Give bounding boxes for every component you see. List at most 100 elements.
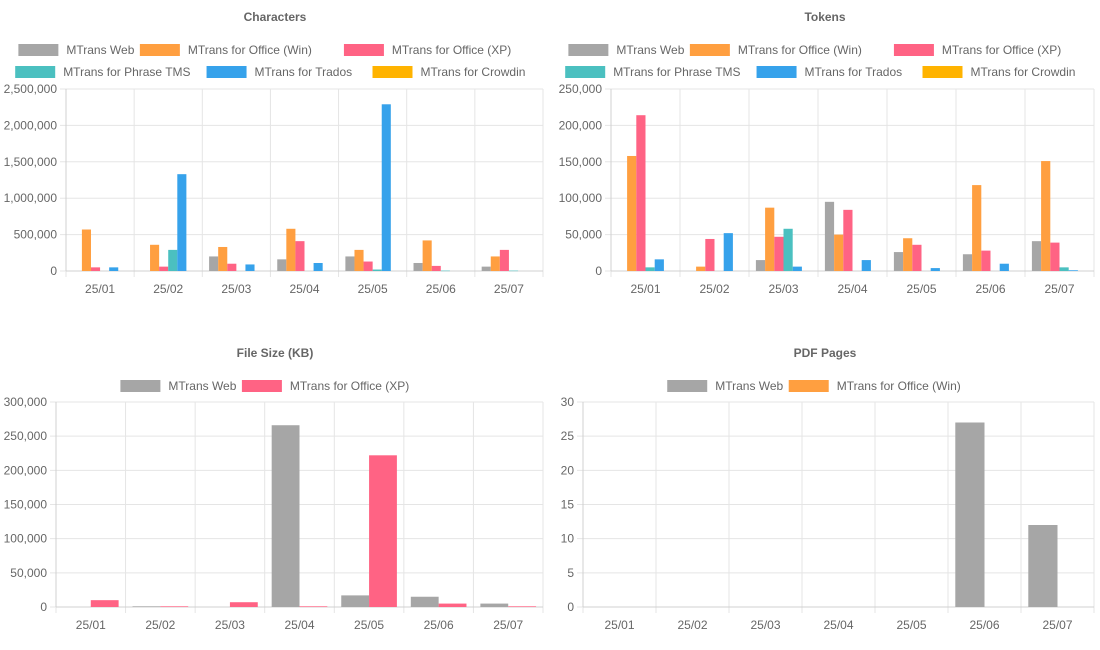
bar[interactable] (972, 185, 982, 271)
bar[interactable] (177, 174, 187, 271)
bar[interactable] (930, 268, 940, 271)
y-tick-label: 100,000 (4, 532, 48, 546)
legend-item[interactable]: MTrans for Office (XP) (893, 43, 1061, 57)
legend-item[interactable]: MTrans for Office (XP) (343, 43, 511, 57)
bar[interactable] (705, 238, 715, 271)
bar[interactable] (369, 455, 397, 607)
bar[interactable] (440, 270, 450, 272)
bar[interactable] (696, 266, 706, 271)
y-tick-label: 15 (561, 498, 575, 512)
bar[interactable] (90, 600, 119, 607)
bar[interactable] (508, 270, 519, 272)
legend-label: MTrans for Phrase TMS (63, 65, 190, 79)
x-tick-label: 25/04 (823, 618, 853, 632)
bar[interactable] (792, 266, 802, 271)
bar[interactable] (861, 260, 871, 271)
legend-item[interactable]: MTrans for Trados (206, 65, 353, 79)
bar[interactable] (410, 596, 439, 607)
bar[interactable] (955, 422, 985, 608)
bar[interactable] (499, 249, 509, 271)
bar[interactable] (834, 234, 844, 271)
y-tick-label: 30 (561, 395, 575, 409)
legend-item[interactable]: MTrans for Office (XP) (241, 379, 409, 393)
bar[interactable] (372, 269, 382, 271)
bar[interactable] (843, 209, 853, 271)
bar[interactable] (1031, 241, 1042, 271)
legend-swatch (756, 66, 797, 78)
bar[interactable] (783, 228, 793, 271)
legend-item[interactable]: MTrans for Trados (756, 65, 903, 79)
bar[interactable] (413, 262, 423, 271)
bar[interactable] (999, 263, 1009, 271)
legend-item[interactable]: MTrans for Office (Win) (689, 43, 862, 57)
bar[interactable] (381, 104, 391, 272)
y-tick-label: 2,500,000 (4, 82, 58, 96)
bar[interactable] (1028, 525, 1058, 607)
bar[interactable] (912, 244, 922, 271)
bar[interactable] (313, 262, 323, 271)
bar[interactable] (438, 603, 467, 607)
bar[interactable] (1050, 242, 1060, 271)
legend-item[interactable]: MTrans Web (568, 43, 685, 57)
bar[interactable] (295, 241, 305, 271)
x-tick-label: 25/02 (677, 618, 707, 632)
bar[interactable] (422, 240, 432, 271)
legend-item[interactable]: MTrans Web (120, 379, 237, 393)
bar[interactable] (160, 606, 189, 607)
x-tick-label: 25/06 (969, 618, 999, 632)
bar[interactable] (431, 265, 441, 271)
bar[interactable] (90, 267, 101, 271)
bar[interactable] (363, 261, 373, 271)
bar[interactable] (627, 155, 637, 271)
bar[interactable] (893, 252, 904, 271)
y-tick-label: 2,000,000 (4, 118, 58, 132)
bar[interactable] (286, 228, 296, 271)
bar[interactable] (299, 606, 328, 607)
bar[interactable] (271, 425, 300, 607)
legend-item[interactable]: MTrans for Phrase TMS (565, 65, 741, 79)
bar[interactable] (755, 260, 766, 271)
bar[interactable] (1059, 267, 1069, 271)
bar[interactable] (345, 256, 355, 271)
bar[interactable] (824, 201, 835, 271)
legend-item[interactable]: MTrans Web (667, 379, 784, 393)
pdf-pages-chart: PDF Pages MTrans Web MTrans for Office (Wi… (561, 346, 1095, 632)
bar[interactable] (209, 256, 219, 271)
bar[interactable] (636, 115, 646, 271)
bar[interactable] (774, 236, 784, 271)
bar[interactable] (245, 264, 255, 271)
bar[interactable] (723, 233, 733, 271)
bar[interactable] (168, 249, 178, 271)
bar[interactable] (508, 606, 537, 607)
legend-item[interactable]: MTrans for Crowdin (922, 65, 1076, 79)
bar[interactable] (654, 259, 664, 271)
bar[interactable] (490, 256, 500, 271)
legend-item[interactable]: MTrans for Office (Win) (139, 43, 312, 57)
bar[interactable] (109, 267, 119, 271)
legend-item[interactable]: MTrans Web (18, 43, 135, 57)
bar[interactable] (150, 244, 160, 271)
bar[interactable] (277, 259, 287, 271)
bar[interactable] (903, 238, 913, 271)
bar[interactable] (132, 606, 161, 607)
bar[interactable] (765, 207, 775, 271)
bar[interactable] (981, 250, 991, 271)
bar[interactable] (81, 229, 91, 271)
bar[interactable] (1041, 161, 1051, 271)
bar[interactable] (229, 602, 258, 607)
legend-item[interactable]: MTrans for Crowdin (372, 65, 526, 79)
bar[interactable] (341, 595, 370, 607)
bar[interactable] (481, 266, 491, 271)
legend-label: MTrans Web (168, 379, 236, 393)
legend-item[interactable]: MTrans for Phrase TMS (15, 65, 191, 79)
bar[interactable] (218, 246, 228, 271)
bar[interactable] (480, 603, 509, 607)
bar[interactable] (227, 263, 237, 271)
bar[interactable] (645, 267, 655, 271)
legend-swatch (139, 44, 180, 56)
bar[interactable] (159, 266, 169, 271)
bar[interactable] (1068, 270, 1078, 271)
bar[interactable] (354, 249, 364, 271)
bar[interactable] (962, 254, 973, 271)
legend-item[interactable]: MTrans for Office (Win) (788, 379, 961, 393)
